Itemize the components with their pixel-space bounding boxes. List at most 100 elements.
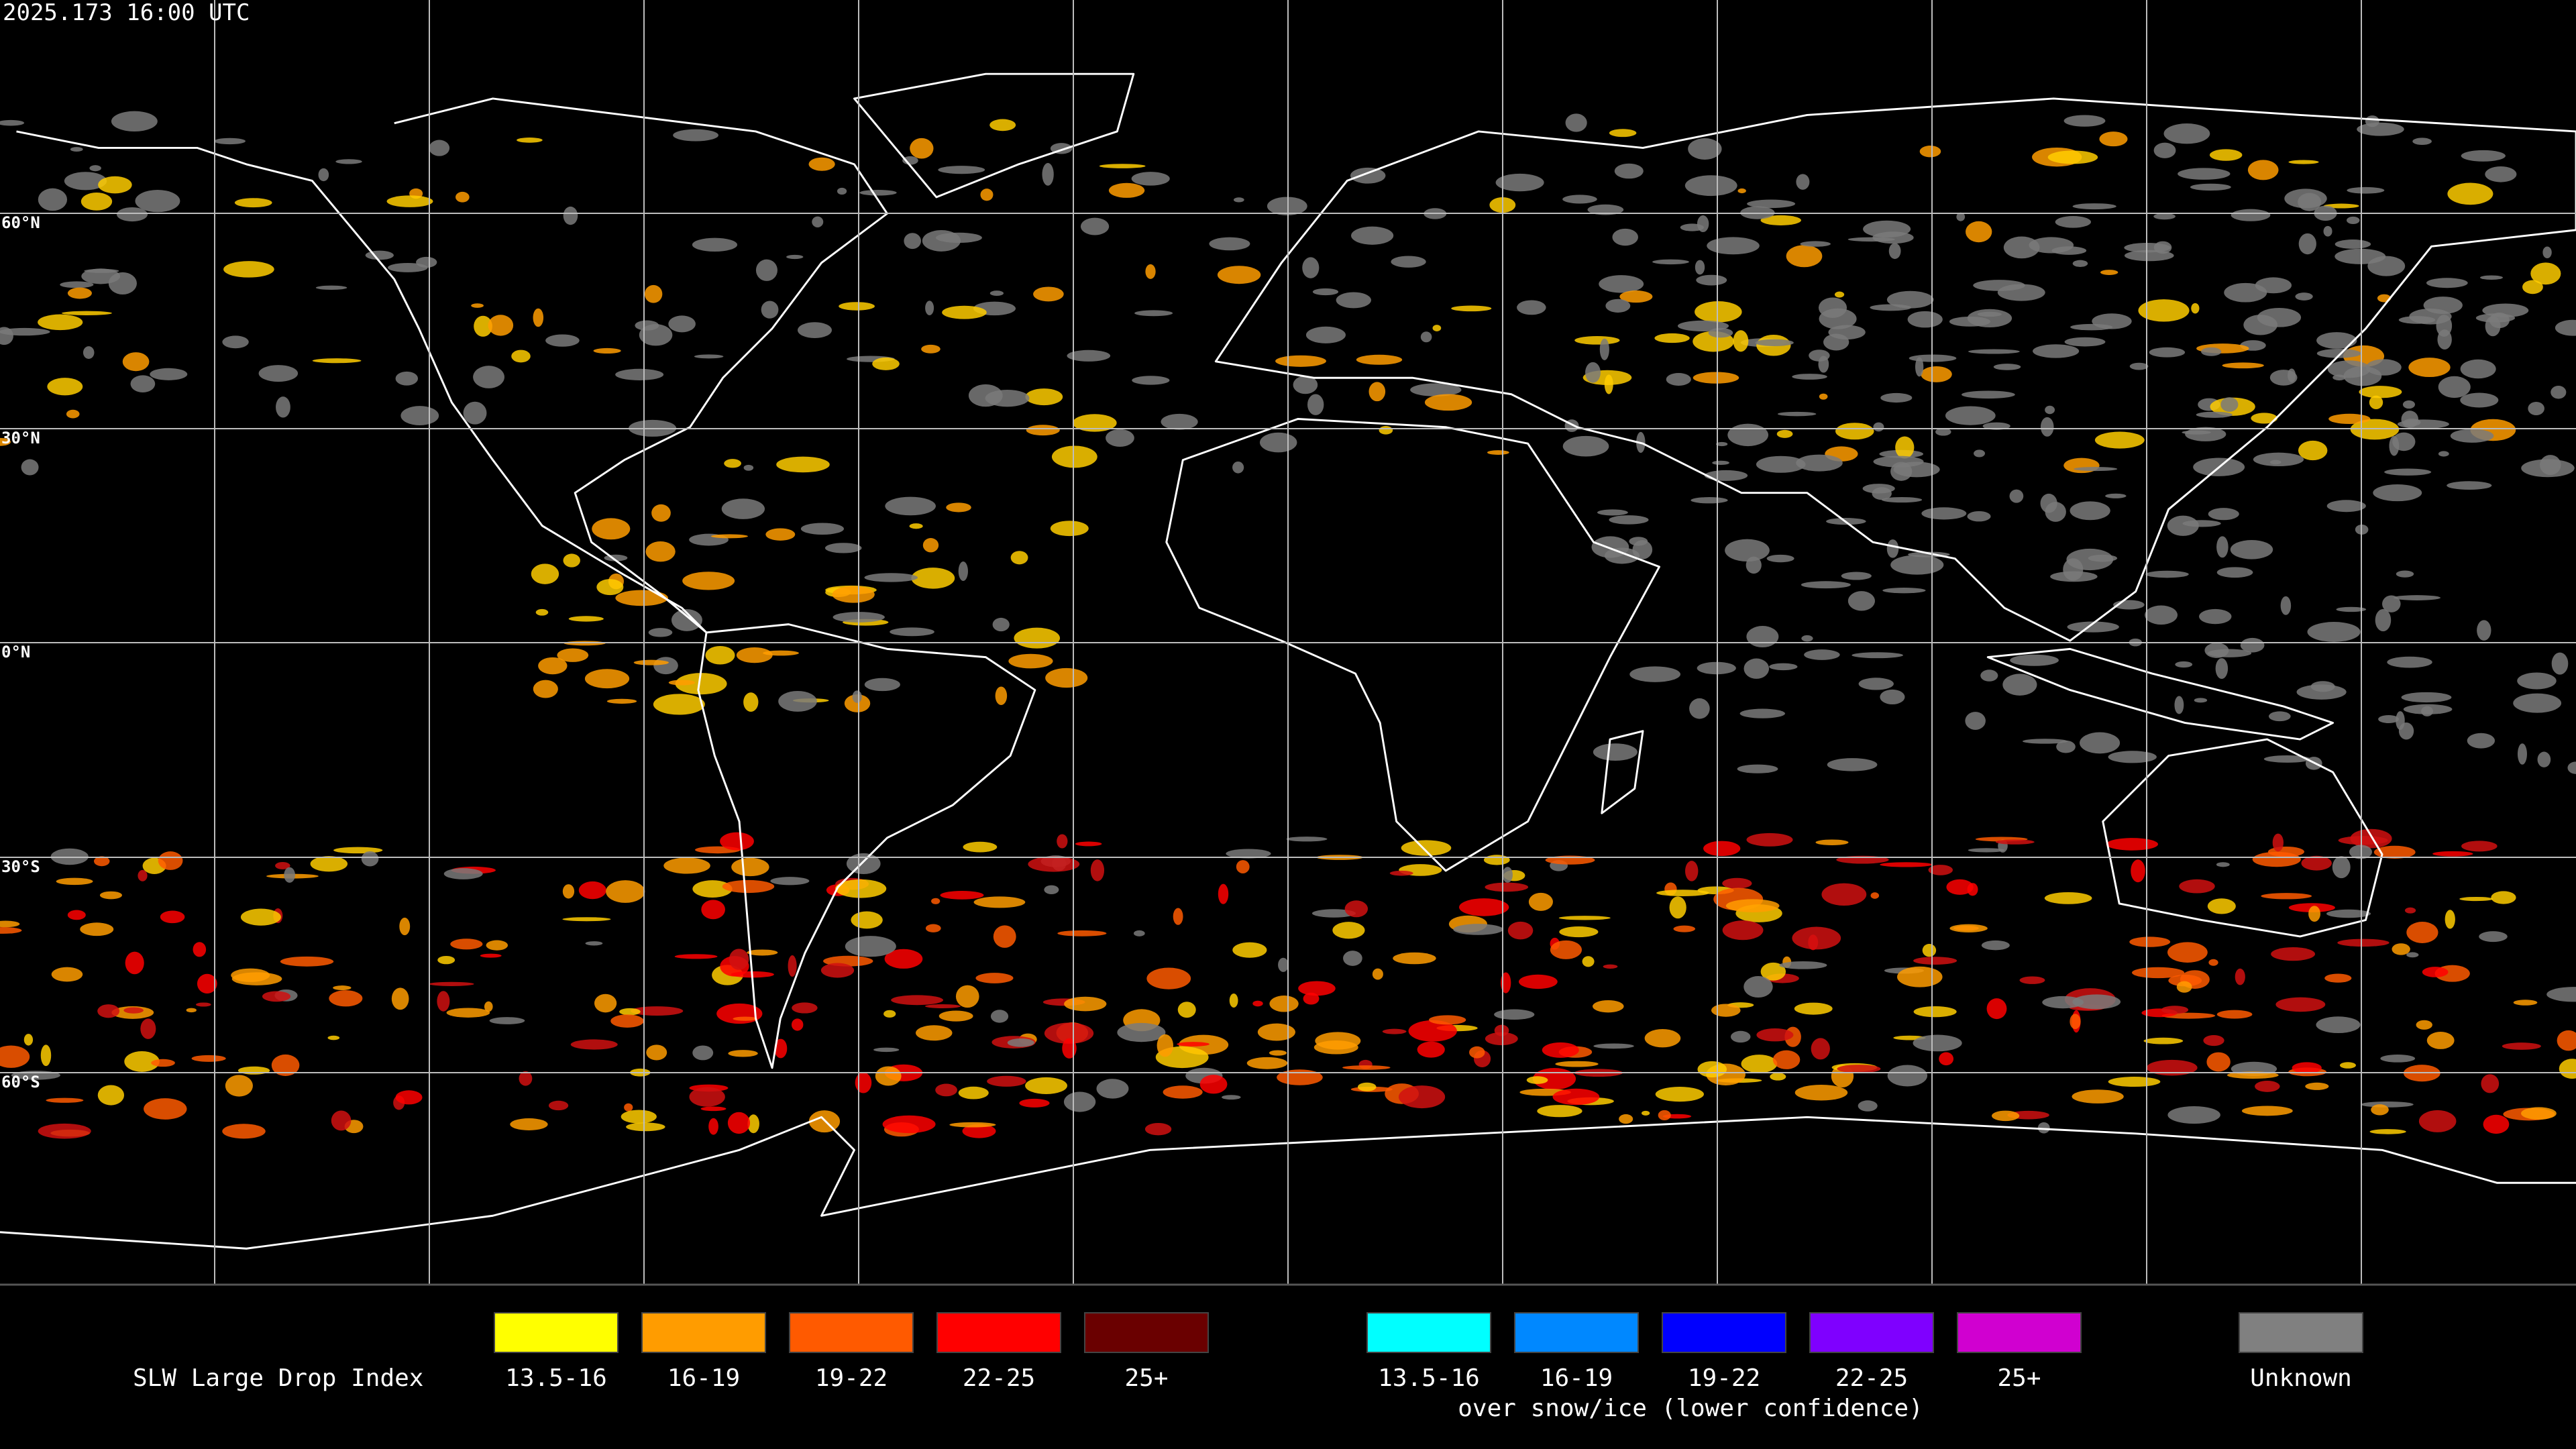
- cloud-blob: [1968, 848, 2005, 853]
- cloud-blob: [2373, 845, 2416, 859]
- cloud-blob: [626, 1122, 665, 1132]
- cloud-blob: [2252, 851, 2301, 867]
- cloud-blob: [510, 1118, 548, 1130]
- cloud-blob: [619, 1008, 641, 1016]
- cloud-blob: [1796, 174, 1810, 190]
- cloud-blob: [2099, 131, 2128, 147]
- cloud-blob: [820, 963, 855, 978]
- cloud-blob: [1619, 1114, 1633, 1124]
- cloud-blob: [1707, 237, 1760, 255]
- cloud-blob: [135, 190, 180, 213]
- cloud-blob: [538, 657, 568, 675]
- cloud-blob: [1796, 454, 1843, 472]
- cloud-blob: [1800, 241, 1831, 247]
- cloud-blob: [2361, 1102, 2414, 1108]
- cloud-blob: [839, 302, 875, 311]
- cloud-blob: [2460, 392, 2499, 408]
- cloud-blob: [963, 841, 998, 853]
- cloud-blob: [883, 1010, 896, 1018]
- cloud-blob: [2423, 297, 2463, 315]
- cloud-blob: [675, 673, 727, 695]
- cloud-blob: [2316, 1016, 2361, 1034]
- cloud-blob: [1690, 497, 1728, 504]
- cloud-blob: [2502, 1042, 2541, 1050]
- legend-swatch: [1084, 1312, 1209, 1353]
- cloud-blob: [2051, 246, 2087, 255]
- cloud-blob: [223, 261, 274, 278]
- cloud-blob: [1269, 996, 1299, 1012]
- cloud-blob: [2146, 1059, 2198, 1076]
- cloud-blob: [1144, 1122, 1172, 1136]
- cloud-blob: [2301, 855, 2332, 871]
- cloud-blob: [60, 281, 94, 288]
- cloud-blob: [1873, 455, 1924, 468]
- cloud-blob: [2373, 484, 2422, 502]
- cloud-blob: [1259, 432, 1297, 453]
- cloud-blob: [646, 1044, 667, 1061]
- cloud-blob: [2334, 248, 2386, 264]
- cloud-blob: [1766, 554, 1794, 563]
- cloud-blob: [872, 357, 900, 370]
- cloud-blob: [1332, 922, 1365, 939]
- cloud-blob: [1995, 839, 2035, 845]
- cloud-blob: [1786, 245, 1823, 268]
- cloud-blob: [731, 857, 769, 877]
- cloud-blob: [240, 908, 281, 926]
- cloud-blob: [1382, 1028, 1407, 1034]
- cloud-blob: [1585, 362, 1601, 383]
- cloud-blob: [891, 995, 944, 1006]
- cloud-blob: [1689, 698, 1710, 719]
- cloud-blob: [1741, 1055, 1778, 1073]
- cloud-blob: [2339, 1062, 2356, 1069]
- cloud-blob: [335, 159, 362, 164]
- cloud-blob: [1229, 993, 1238, 1008]
- cloud-blob: [1760, 962, 1786, 981]
- cloud-blob: [1685, 861, 1699, 881]
- cloud-blob: [2070, 501, 2110, 521]
- cloud-blob: [21, 459, 39, 476]
- cloud-blob: [2295, 292, 2313, 301]
- cloud-blob: [1132, 376, 1170, 385]
- cloud-blob: [1986, 998, 2007, 1020]
- cloud-blob: [386, 195, 433, 207]
- cloud-blob: [1928, 865, 1953, 875]
- cloud-blob: [455, 191, 470, 203]
- cloud-blob: [1057, 930, 1107, 936]
- cloud-blob: [1106, 429, 1134, 447]
- cloud-blob: [1096, 1079, 1129, 1099]
- cloud-blob: [2298, 440, 2328, 461]
- cloud-blob: [64, 172, 107, 191]
- cloud-blob: [484, 1001, 493, 1012]
- cloud-blob: [2263, 755, 2311, 763]
- cloud-blob: [1872, 487, 1892, 500]
- cloud-blob: [668, 315, 696, 333]
- cloud-blob: [692, 237, 738, 252]
- cloud-blob: [925, 301, 934, 315]
- cloud-blob: [2437, 329, 2452, 350]
- cloud-blob: [1968, 349, 2020, 354]
- legend-label: Unknown: [2250, 1364, 2352, 1392]
- cloud-blob: [2207, 898, 2236, 914]
- cloud-blob: [222, 335, 249, 349]
- cloud-blob: [1453, 924, 1503, 935]
- cloud-blob: [610, 1014, 644, 1028]
- legend-swatch: [641, 1312, 766, 1353]
- cloud-blob: [108, 272, 137, 295]
- cloud-blob: [1801, 635, 1813, 642]
- legend-label: 19-22: [1688, 1364, 1760, 1392]
- cloud-blob: [1743, 976, 1773, 998]
- cloud-blob: [2176, 981, 2192, 993]
- cloud-blob: [474, 315, 492, 337]
- cloud-blob: [1307, 394, 1324, 415]
- cloud-blob: [859, 190, 897, 196]
- cloud-blob: [1949, 316, 1991, 327]
- cloud-blob: [727, 1112, 751, 1134]
- cloud-blob: [2406, 952, 2419, 958]
- cloud-blob: [1632, 540, 1653, 559]
- cloud-blob: [533, 308, 544, 327]
- cloud-blob: [1684, 175, 1737, 197]
- cloud-blob: [911, 568, 955, 589]
- cloud-blob: [2521, 1107, 2557, 1120]
- cloud-blob: [2153, 241, 2172, 254]
- cloud-blob: [511, 350, 531, 363]
